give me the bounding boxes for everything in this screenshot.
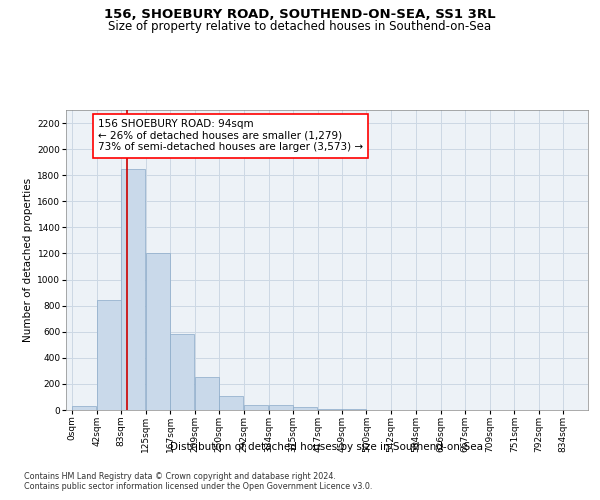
Bar: [121, 168, 145, 410]
Bar: [195, 378, 219, 410]
Y-axis label: Number of detached properties: Number of detached properties: [23, 178, 33, 342]
Bar: [244, 406, 268, 410]
Text: Contains HM Land Registry data © Crown copyright and database right 2024.: Contains HM Land Registry data © Crown c…: [24, 472, 336, 481]
Bar: [97, 300, 121, 410]
Bar: [146, 254, 170, 410]
Bar: [317, 408, 342, 410]
Bar: [219, 396, 244, 410]
Bar: [170, 334, 194, 410]
Bar: [269, 406, 293, 410]
Bar: [293, 408, 317, 410]
Text: 156, SHOEBURY ROAD, SOUTHEND-ON-SEA, SS1 3RL: 156, SHOEBURY ROAD, SOUTHEND-ON-SEA, SS1…: [104, 8, 496, 20]
Text: 156 SHOEBURY ROAD: 94sqm
← 26% of detached houses are smaller (1,279)
73% of sem: 156 SHOEBURY ROAD: 94sqm ← 26% of detach…: [98, 119, 363, 152]
Text: Contains public sector information licensed under the Open Government Licence v3: Contains public sector information licen…: [24, 482, 373, 491]
Bar: [72, 406, 96, 410]
Text: Distribution of detached houses by size in Southend-on-Sea: Distribution of detached houses by size …: [170, 442, 484, 452]
Text: Size of property relative to detached houses in Southend-on-Sea: Size of property relative to detached ho…: [109, 20, 491, 33]
